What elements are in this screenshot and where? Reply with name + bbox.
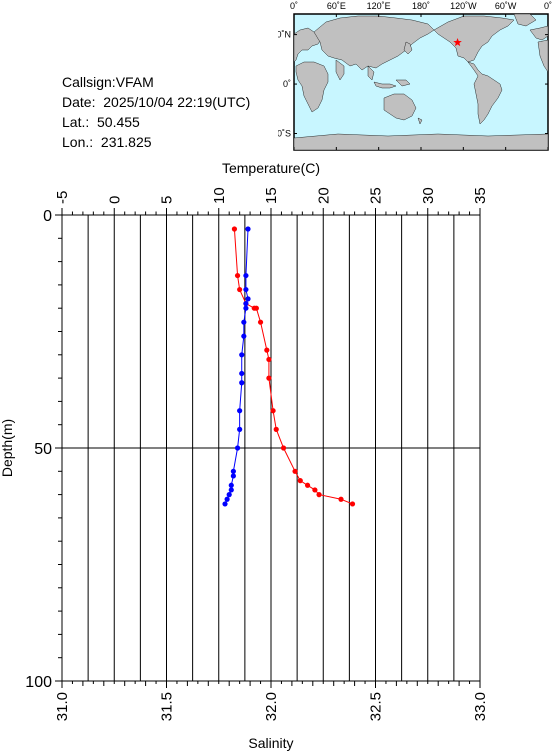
salinity-data-point	[245, 226, 251, 232]
map-lat-label: 60˚S	[278, 129, 291, 139]
temperature-data-point	[237, 286, 243, 293]
map-lon-label: 120˚E	[367, 1, 391, 11]
salinity-data-point	[243, 272, 249, 279]
temperature-data-point	[231, 226, 238, 232]
salinity-tick-label: 31.5	[159, 692, 176, 721]
temperature-data-point	[316, 492, 322, 498]
temperature-tick-label: 25	[368, 187, 385, 204]
salinity-data-point	[226, 492, 232, 498]
temperature-tick-label: 30	[420, 187, 437, 204]
latitude-text: Lat.: 50.455	[62, 114, 140, 130]
salinity-data-point	[243, 305, 249, 311]
salinity-tick-label: 31.0	[54, 692, 71, 721]
map-lat-label: 0˚	[283, 79, 291, 89]
salinity-data-point	[243, 286, 249, 293]
salinity-data-point	[239, 370, 245, 377]
temperature-profile-line	[233, 228, 353, 505]
salinity-data-point	[237, 408, 243, 414]
temperature-data-point	[297, 478, 303, 484]
temperature-data-point	[304, 482, 311, 488]
depth-axis: 0 50 100	[25, 208, 62, 691]
salinity-data-point	[239, 352, 245, 358]
salinity-tick-label: 32.5	[368, 692, 385, 721]
depth-tick-label: 100	[25, 674, 52, 691]
temperature-data-point	[266, 375, 272, 381]
salinity-tick-label: 32.0	[263, 692, 280, 721]
chart-grid	[62, 215, 480, 681]
station-info: Callsign:VFAM Date: 2025/10/04 22:19(UTC…	[62, 72, 250, 152]
temperature-axis: -5 0 5 10 15 20 25 30 35	[54, 187, 489, 215]
salinity-tick-label: 33.0	[472, 692, 489, 721]
temperature-tick-label: 15	[263, 187, 280, 204]
map-lon-label: 60˚E	[327, 1, 346, 11]
world-map: 0˚ 60˚E 120˚E 180˚ 120˚W 60˚W 0˚ 60˚N 0˚ 60˚S	[271, 1, 552, 151]
map-lon-label: 0˚	[544, 1, 552, 11]
salinity-axis-label: Salinity	[248, 735, 293, 751]
temperature-tick-label: 20	[315, 187, 332, 204]
temperature-data-point	[349, 501, 356, 507]
salinity-data-point	[230, 468, 236, 474]
temperature-tick-label: 10	[211, 187, 228, 204]
salinity-data-point	[239, 380, 245, 386]
temperature-data-point	[264, 347, 270, 353]
temperature-data-point	[253, 305, 259, 311]
location-map: 0˚ 60˚E 120˚E 180˚ 120˚W 60˚W 0˚ 60˚N 0˚ 60˚S	[271, 0, 553, 160]
temperature-tick-label: 5	[159, 196, 176, 204]
temperature-data-point	[292, 468, 298, 474]
depth-tick-label: 50	[34, 441, 52, 458]
temperature-data-point	[280, 445, 287, 451]
temperature-data-point	[338, 496, 344, 502]
salinity-data-point	[237, 426, 243, 432]
temperature-axis-label: Temperature(C)	[222, 160, 320, 176]
temperature-data-point	[312, 487, 318, 493]
depth-axis-label: Depth(m)	[0, 419, 15, 477]
salinity-data-point	[222, 501, 228, 507]
salinity-data-point	[228, 487, 234, 493]
map-lon-label: 60˚W	[495, 1, 517, 11]
map-lon-label: 0˚	[290, 1, 298, 11]
longitude-text: Lon.: 231.825	[62, 134, 152, 150]
salinity-data-point	[243, 300, 249, 307]
salinity-data-point	[245, 296, 251, 302]
temperature-data-point	[270, 408, 276, 414]
chart-canvas: -5 0 5 10 15 20 25 30 35 31.0 31.5 32.0 32.5 33.0 05…	[0, 160, 489, 751]
map-lon-label: 180˚	[412, 1, 430, 11]
temperature-tick-label: -5	[54, 191, 71, 204]
temperature-data-point	[266, 356, 272, 363]
salinity-data-point	[228, 482, 234, 488]
map-lat-label: 60˚N	[278, 30, 291, 40]
salinity-data-point	[241, 333, 247, 339]
temperature-data-point	[257, 319, 264, 325]
salinity-data-point	[224, 496, 230, 502]
salinity-axis: 31.0 31.5 32.0 32.5 33.0	[54, 681, 489, 721]
temperature-data-point	[273, 426, 279, 432]
callsign-text: Callsign:VFAM	[62, 74, 154, 90]
temperature-tick-label: 0	[106, 196, 123, 204]
salinity-data-point	[230, 473, 236, 479]
depth-tick-label: 0	[43, 208, 52, 225]
map-lon-label: 120˚W	[450, 1, 477, 11]
temperature-data-point	[234, 272, 241, 279]
salinity-data-point	[241, 319, 247, 325]
date-text: Date: 2025/10/04 22:19(UTC)	[62, 94, 251, 110]
chart-series	[222, 226, 356, 507]
temperature-tick-label: 35	[472, 187, 489, 204]
station-marker	[453, 37, 462, 47]
map-land	[293, 13, 549, 151]
salinity-data-point	[234, 445, 241, 451]
